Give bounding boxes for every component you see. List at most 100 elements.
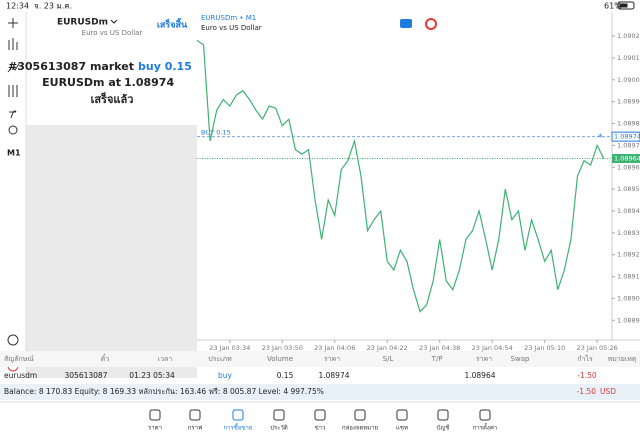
table-header-bg (0, 351, 640, 367)
indicators-icon[interactable] (8, 85, 18, 97)
table-cell[interactable]: 305613087 (65, 371, 108, 380)
flag-icon[interactable] (400, 19, 412, 28)
table-cell[interactable]: 1.08974 (318, 371, 349, 380)
table-header: กำไร (577, 354, 593, 363)
tab-label[interactable]: ราคา (148, 425, 162, 432)
table-header: Swap (511, 355, 530, 363)
done-button[interactable]: เสร็จสิ้น (157, 18, 188, 31)
y-tick-label: 1.08990 (617, 98, 640, 106)
table-header: Volume (267, 355, 293, 363)
table-cell[interactable]: 1.08964 (464, 371, 495, 380)
balance-profit: -1.50 (577, 387, 597, 396)
chart-title: EURUSDm • M1 (201, 14, 256, 22)
order-marker: * (598, 133, 603, 143)
tab-label[interactable]: การซื้อขาย (224, 422, 253, 432)
order-line-label: BUY 0.15 (201, 129, 231, 137)
notification-action: buy 0.15 (138, 60, 192, 73)
symbol-name[interactable]: EURUSDm (57, 18, 108, 28)
candles-icon[interactable] (8, 38, 18, 50)
x-tick-label: 23 Jan 03:34 (209, 344, 250, 352)
table-header: ประเภท (208, 355, 232, 363)
y-tick-label: 1.08980 (617, 120, 640, 128)
search-icon[interactable] (7, 334, 19, 346)
table-header: เวลา (158, 355, 173, 363)
tab-icon[interactable] (149, 409, 161, 421)
symbol-dropdown[interactable] (110, 19, 118, 24)
notification-price: 1.08974 (124, 76, 174, 89)
notification-status: เสร็จแล้ว (91, 92, 134, 106)
objects-icon[interactable] (8, 125, 18, 135)
order-price-box (611, 131, 640, 142)
bid-price-label: 1.08964 (614, 155, 640, 163)
tab-icon[interactable] (354, 409, 366, 421)
currency-icon[interactable] (425, 18, 437, 30)
notification-order: #305613087 market (8, 60, 134, 73)
price-line (196, 39, 605, 313)
tab-label[interactable]: กราฟ (188, 425, 202, 432)
table-header: ราคา (324, 355, 340, 363)
x-tick-label: 23 Jan 04:54 (472, 344, 513, 352)
notification-fill: EURUSDm at (42, 76, 121, 89)
tab-label[interactable]: ข่าว (315, 425, 326, 432)
y-tick-label: 1.08970 (617, 141, 640, 149)
y-tick-label: 1.09000 (617, 76, 640, 84)
tab-label[interactable]: ประวัติ (270, 425, 288, 432)
y-tick-label: 1.08910 (617, 273, 640, 281)
y-tick-label: 1.08960 (617, 163, 640, 171)
tab-icon[interactable] (396, 409, 408, 421)
chart-icon[interactable] (7, 63, 20, 73)
y-tick-label: 1.08940 (617, 207, 640, 215)
x-tick-label: 23 Jan 05:10 (524, 344, 565, 352)
y-tick-label: 1.08920 (617, 251, 640, 259)
function-icon[interactable] (9, 110, 17, 119)
y-tick-label: 1.08900 (617, 294, 640, 302)
tab-icon[interactable] (232, 409, 244, 421)
tab-icon[interactable] (479, 409, 491, 421)
tab-icon[interactable] (314, 409, 326, 421)
table-header: ราคา (476, 355, 492, 363)
table-cell[interactable]: -1.50 (577, 371, 597, 380)
tab-label[interactable]: แชท (396, 425, 408, 432)
table-cell[interactable]: eurusdm (4, 371, 37, 380)
symbol-panel (26, 12, 197, 125)
table-cell[interactable]: 01.23 05:34 (129, 371, 175, 380)
y-tick-label: 1.08890 (617, 316, 640, 324)
tab-icon[interactable] (273, 409, 285, 421)
battery-level (619, 3, 628, 8)
x-tick-label: 23 Jan 05:26 (577, 344, 618, 352)
status-time: 12:34 (6, 2, 29, 11)
x-tick-label: 23 Jan 04:06 (314, 344, 355, 352)
table-header: หมายเหตุ (608, 355, 637, 363)
y-tick-label: 1.09020 (617, 32, 640, 40)
tab-label[interactable]: บัญชี (437, 424, 450, 432)
balance-bar-bg (0, 384, 640, 400)
y-tick-label: 1.08950 (617, 185, 640, 193)
table-header: สัญลักษณ์ (4, 355, 34, 363)
table-cell[interactable]: buy (218, 371, 233, 380)
battery-icon (617, 1, 635, 10)
toolbar-icons (7, 18, 20, 372)
x-tick-label: 23 Jan 04:22 (367, 344, 408, 352)
symbol-description: Euro vs US Dollar (82, 29, 143, 37)
table-header: ตั๋ว (101, 354, 110, 363)
y-tick-label: 1.09010 (617, 54, 640, 62)
x-tick-label: 23 Jan 03:50 (262, 344, 303, 352)
status-date: จ. 23 ม.ค. (34, 2, 72, 11)
tab-icon[interactable] (189, 409, 201, 421)
status-battery: 61% (604, 2, 622, 11)
tab-label[interactable]: กล่องจดหมาย (342, 425, 378, 432)
chart-subtitle: Euro vs US Dollar (201, 24, 262, 32)
y-tick-label: 1.08930 (617, 229, 640, 237)
bid-price-box (612, 154, 640, 164)
tab-label[interactable]: การตั้งค่า (473, 422, 497, 432)
timeframe[interactable]: M1 (7, 149, 21, 158)
panel-blank (26, 125, 197, 378)
table-header: T/P (431, 355, 443, 363)
x-tick-label: 23 Jan 04:38 (419, 344, 460, 352)
balance-summary: Balance: 8 170.83 Equity: 8 169.33 หลักป… (4, 387, 324, 396)
tab-icon[interactable] (437, 409, 449, 421)
table-cell[interactable]: 0.15 (277, 371, 294, 380)
crosshair-icon[interactable] (8, 18, 18, 28)
